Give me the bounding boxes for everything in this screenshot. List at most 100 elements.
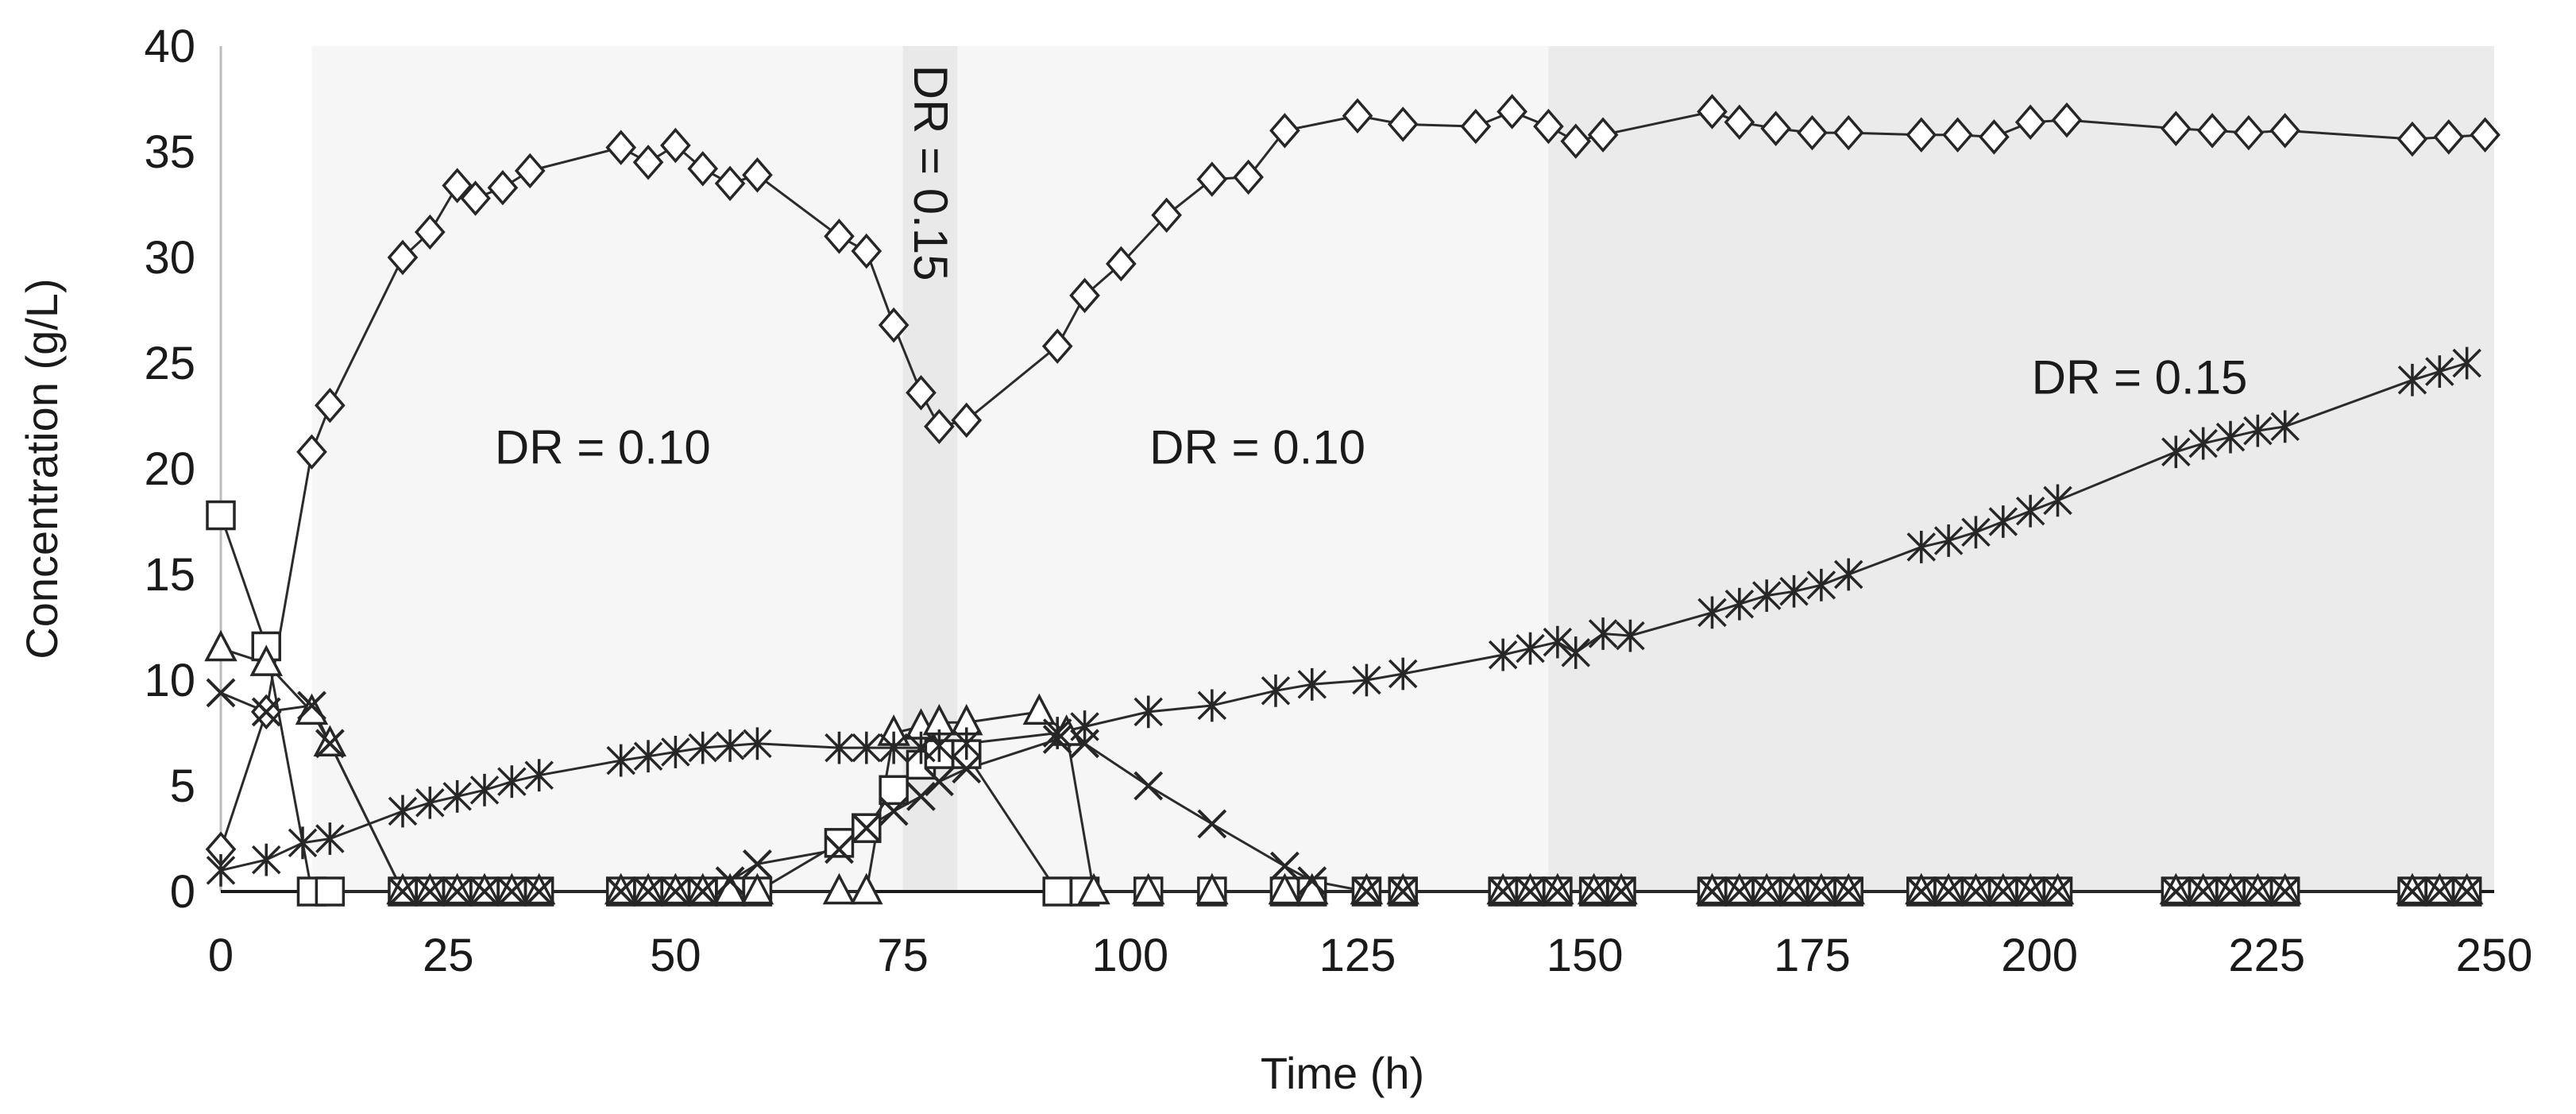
y-axis-title: Concentration (g/L) (17, 278, 67, 659)
x-tick-label: 100 (1091, 930, 1168, 981)
asterisk-series-point (1488, 638, 1518, 671)
diamond-series-point (1797, 114, 1828, 151)
asterisk-series-point (1070, 710, 1099, 743)
x-series-point (1197, 809, 1227, 839)
asterisk-series-point (1042, 717, 1072, 749)
x-tick-label: 175 (1774, 930, 1851, 981)
diamond-series-point (315, 387, 346, 424)
asterisk-series-point (879, 731, 909, 764)
asterisk-series-point (1806, 568, 1836, 601)
x-series-point (906, 781, 936, 811)
y-tick-label: 40 (144, 21, 195, 72)
asterisk-series-point (1906, 531, 1937, 563)
asterisk-series-point (1779, 574, 1809, 608)
x-series-point (496, 876, 527, 907)
diamond-series-point (1497, 94, 1527, 130)
x-series-point (924, 767, 954, 797)
diamond-series-point (487, 170, 519, 206)
diamond-series-point (2014, 104, 2046, 140)
diamond-series-point (1151, 197, 1182, 234)
diamond-series-point (851, 233, 882, 269)
diamond-series-point (442, 168, 473, 203)
asterisk-series-point (252, 843, 281, 876)
asterisk-series-point (1561, 636, 1590, 669)
y-tick-label: 15 (144, 549, 195, 601)
asterisk-series-point (2452, 346, 2481, 380)
x-series-point (2397, 876, 2427, 907)
asterisk-series-point (952, 727, 981, 760)
x-series-point (1961, 876, 1991, 907)
dilution-rate-regions (311, 46, 2494, 892)
triangle-series-point (1268, 872, 1302, 905)
x-tick-label: 200 (2001, 930, 2078, 981)
x-series-point (388, 876, 418, 907)
region-labels: DR = 0.10 DR = 0.15 DR = 0.10 DR = 0.15 (495, 65, 2248, 474)
x-series-point (1933, 876, 1964, 907)
diamond-series-point (460, 180, 491, 216)
asterisk-series-point (524, 759, 554, 792)
asterisk-series-point (2270, 410, 2300, 443)
x-series-point (852, 813, 882, 843)
x-series-point (660, 876, 690, 907)
x-series-point (2161, 876, 2191, 907)
x-series-point (1543, 876, 1573, 907)
x-series-point (2015, 876, 2045, 907)
x-tick-label: 0 (208, 930, 234, 981)
x-series-point (315, 729, 345, 759)
region-band-1 (311, 46, 903, 892)
asterisk-series-point (1988, 505, 2018, 538)
asterisk-series-point (2161, 435, 2191, 469)
x-series-point (952, 754, 982, 784)
diamond-series-point (714, 165, 746, 202)
diamond-series-point (687, 151, 719, 187)
x-series-point (524, 876, 554, 907)
asterisk-series-point (852, 731, 882, 764)
asterisk-series-point (1697, 596, 1727, 629)
diamond-series-point (1833, 114, 1864, 151)
asterisk-series-point (715, 729, 745, 762)
x-series-point (743, 849, 772, 879)
x-series-point (1833, 876, 1863, 907)
asterisk-series-point (1516, 632, 1545, 665)
asterisk-series-point (497, 765, 527, 799)
diamond-series-point (1560, 123, 1592, 159)
asterisk-series-point (1751, 579, 1782, 612)
diamond-series-point (1069, 277, 1100, 314)
asterisk-series-line (220, 362, 2468, 872)
asterisk-series-point (688, 731, 717, 764)
y-tick-label: 10 (144, 655, 195, 706)
diamond-series-point (2269, 113, 2301, 149)
diamond-series-point (296, 434, 327, 470)
asterisk-series-point (661, 736, 690, 768)
region-label-3: DR = 0.10 (1149, 420, 1365, 474)
x-series-point (1579, 876, 1609, 907)
triangle-series-point (1195, 872, 1229, 905)
diamond-series-point (1533, 108, 1564, 145)
x-series-point (1388, 876, 1418, 907)
square-series-point (824, 828, 855, 858)
x-series-point (2043, 876, 2072, 907)
triangle-series-point (740, 872, 774, 905)
x-series-point (1806, 876, 1836, 907)
diamond-series-point (1041, 328, 1073, 364)
x-tick-label: 225 (2228, 930, 2305, 981)
asterisk-series-point (1961, 516, 1991, 549)
asterisk-series-point (606, 744, 635, 777)
region-label-1: DR = 0.10 (495, 420, 711, 474)
triangle-series-point (204, 629, 238, 662)
x-series-point (1297, 866, 1327, 896)
asterisk-series-point (743, 727, 772, 760)
asterisk-series-point (925, 729, 954, 762)
triangle-series-point (1131, 872, 1165, 905)
x-series-point (1906, 876, 1937, 907)
x-series-point (715, 866, 745, 896)
x-tick-label: 75 (877, 930, 929, 981)
asterisk-series-point (2215, 420, 2246, 454)
asterisk-series-point (1134, 695, 1163, 729)
x-series-point (1779, 876, 1809, 907)
diamond-series-point (1942, 117, 1973, 153)
region-label-4: DR = 0.15 (2032, 351, 2248, 404)
x-tick-label: 125 (1319, 930, 1396, 981)
